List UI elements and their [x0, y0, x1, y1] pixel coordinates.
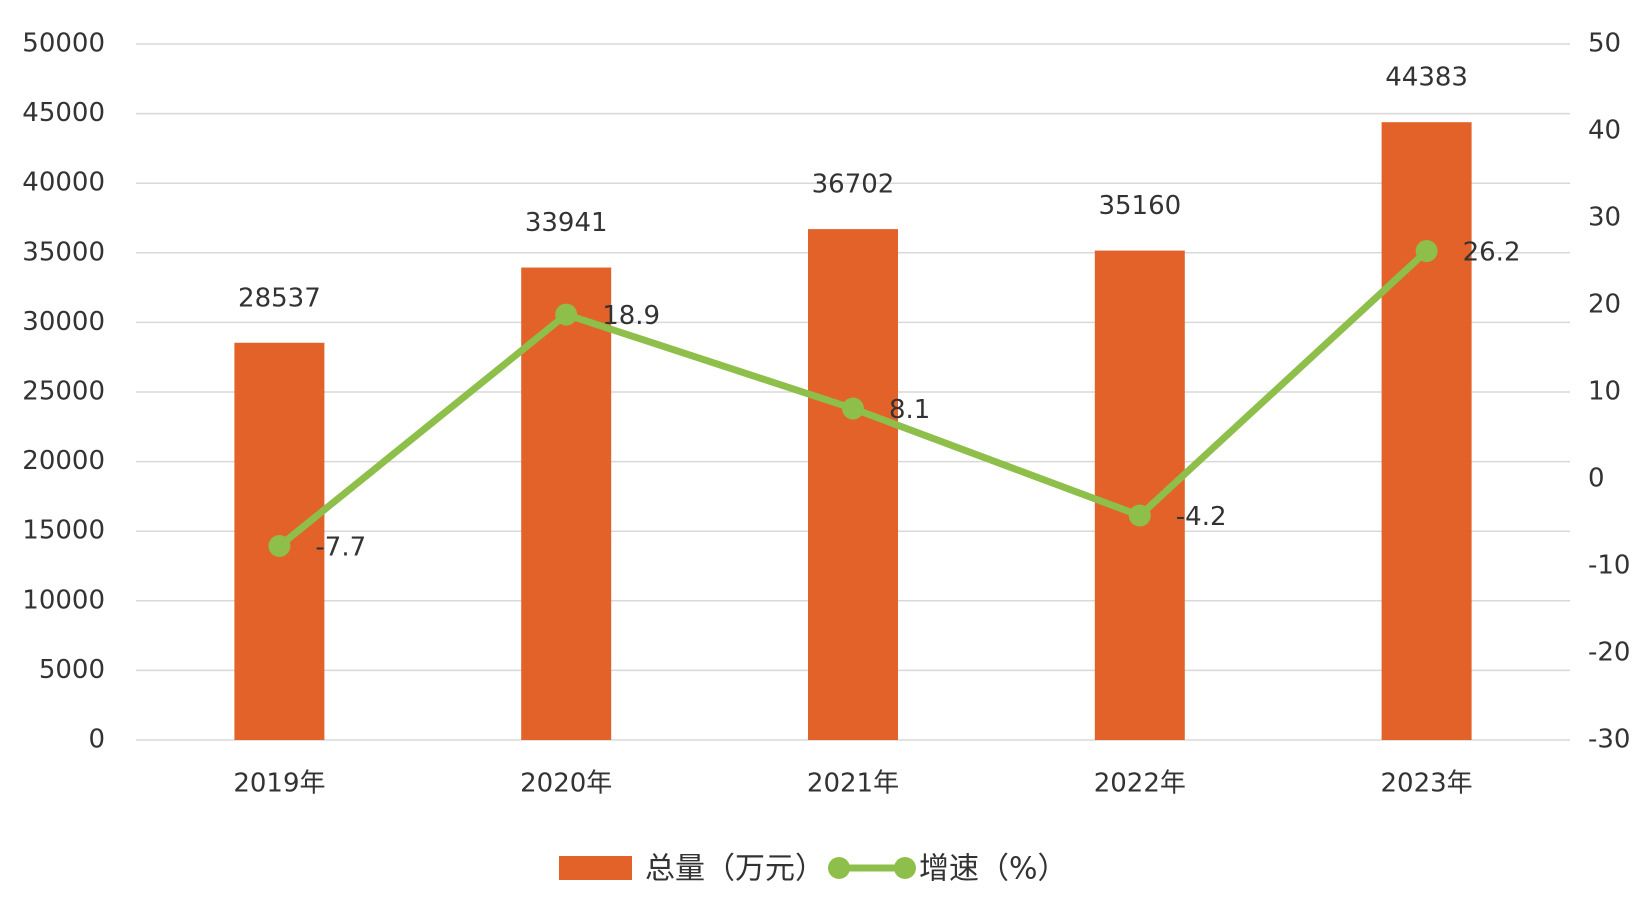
y2-tick-label: 0	[1588, 464, 1605, 494]
legend-label: 增速（%）	[919, 852, 1068, 887]
bar	[1094, 250, 1185, 740]
y-tick-label: 25000	[22, 377, 105, 407]
x-tick-label: 2020年	[520, 769, 612, 799]
x-tick-label: 2023年	[1381, 769, 1473, 799]
y2-tick-label: -30	[1588, 725, 1630, 755]
legend-swatch	[559, 856, 632, 880]
y-tick-label: 20000	[22, 446, 105, 476]
y-tick-label: 35000	[22, 237, 105, 267]
y-tick-label: 50000	[22, 29, 105, 59]
y2-tick-label: 50	[1588, 29, 1621, 59]
line-point	[842, 397, 864, 420]
bar	[808, 229, 898, 740]
y2-tick-label: 10	[1588, 377, 1621, 407]
y-tick-label: 15000	[22, 516, 105, 546]
y2-tick-label: 20	[1588, 290, 1621, 320]
y-tick-label: 0	[88, 725, 105, 755]
data-label: 28537	[238, 283, 321, 313]
data-label: -4.2	[1176, 502, 1227, 532]
x-tick-label: 2019年	[233, 769, 325, 799]
data-label: 44383	[1385, 63, 1468, 93]
line-point	[1415, 240, 1438, 263]
y-tick-label: 5000	[39, 655, 105, 685]
line-point	[555, 303, 578, 326]
legend-swatch	[894, 857, 916, 879]
legend-swatch	[828, 857, 850, 879]
y-tick-label: 40000	[22, 168, 105, 198]
y2-tick-label: -20	[1588, 638, 1630, 668]
y2-tick-label: -10	[1588, 551, 1630, 581]
x-tick-label: 2022年	[1094, 769, 1186, 799]
bar	[1381, 122, 1472, 740]
data-label: 26.2	[1463, 238, 1521, 268]
y2-tick-label: 40	[1588, 116, 1621, 146]
line-point	[268, 534, 291, 557]
legend-label: 总量（万元）	[645, 852, 825, 887]
bar	[521, 267, 612, 740]
data-label: 18.9	[602, 301, 660, 331]
y-tick-label: 45000	[22, 98, 105, 128]
data-label: -7.7	[315, 532, 366, 562]
data-label: 36702	[812, 170, 895, 200]
x-tick-label: 2021年	[807, 769, 899, 799]
y2-tick-label: 30	[1588, 203, 1621, 233]
y-tick-label: 30000	[22, 307, 105, 337]
y-tick-label: 10000	[22, 585, 105, 615]
data-label: 33941	[525, 208, 608, 238]
line-point	[1128, 504, 1151, 527]
data-label: 8.1	[889, 395, 930, 425]
data-label: 35160	[1098, 191, 1181, 221]
